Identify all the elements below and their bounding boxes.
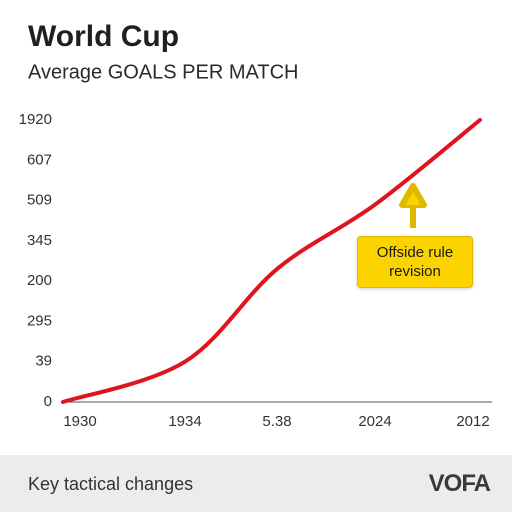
annotation-arrow-head — [406, 192, 420, 205]
y-tick-label: 1920 — [19, 111, 52, 128]
y-tick-label: 0 — [44, 393, 52, 410]
line-series — [61, 118, 482, 404]
y-tick-label: 200 — [27, 272, 52, 289]
chart-subtitle: Average GOALS PER MATCH — [28, 61, 298, 83]
annotation: Offside rule revision — [357, 236, 473, 288]
y-tick-label: 345 — [27, 232, 52, 249]
footer-band — [0, 455, 512, 512]
brand-logo: VOFA — [428, 470, 491, 497]
y-tick-label: 509 — [27, 192, 52, 209]
footer-text: Key tactical changes — [28, 474, 194, 494]
y-tick-label: 607 — [27, 151, 52, 168]
x-tick-label: 1930 — [63, 413, 96, 430]
y-tick-label: 295 — [27, 312, 52, 329]
x-tick-label: 5.38 — [262, 413, 291, 430]
chart-title: World Cup — [28, 20, 179, 53]
x-tick-label: 1934 — [168, 413, 201, 430]
y-tick-label: 39 — [35, 353, 52, 370]
annotation-arrow — [399, 183, 427, 228]
x-tick-label: 2012 — [456, 413, 489, 430]
chart: World Cup Average GOALS PER MATCH 0 39 295… — [19, 20, 492, 430]
x-tick-label: 2024 — [358, 413, 391, 430]
